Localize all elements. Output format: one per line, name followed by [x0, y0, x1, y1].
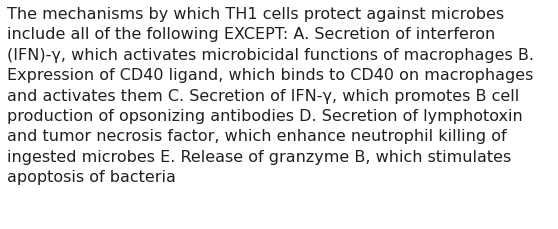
- Text: The mechanisms by which TH1 cells protect against microbes
include all of the fo: The mechanisms by which TH1 cells protec…: [7, 7, 534, 184]
